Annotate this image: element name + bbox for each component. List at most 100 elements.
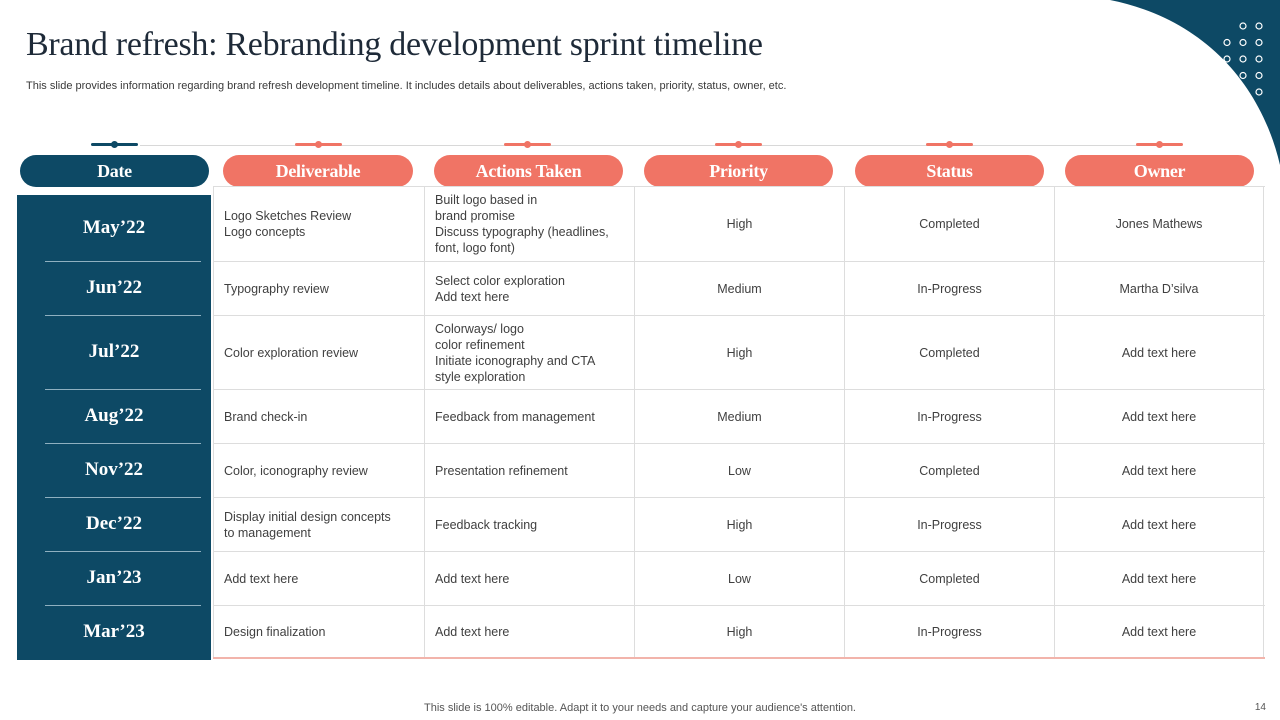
priority-cell: High: [634, 498, 844, 551]
actions-cell-line: color refinement: [435, 337, 525, 352]
status-cell: In-Progress: [844, 390, 1054, 443]
owner-cell: Add text here: [1054, 552, 1264, 605]
date-cell: Aug’22: [84, 405, 144, 426]
header-tick-status: [926, 141, 973, 148]
date-separator: [45, 551, 201, 552]
status-cell-text: In-Progress: [917, 281, 982, 296]
actions-cell: Feedback from management: [424, 390, 634, 443]
header-tick-priority: [715, 141, 762, 148]
date-separator: [45, 605, 201, 606]
header-actions-taken: Actions Taken: [434, 155, 623, 187]
status-cell-text: Completed: [919, 571, 980, 586]
status-cell: Completed: [844, 444, 1054, 497]
date-cell: Jun’22: [86, 277, 142, 298]
priority-cell: Medium: [634, 262, 844, 315]
status-cell: In-Progress: [844, 262, 1054, 315]
date-separator: [45, 261, 201, 262]
status-cell: In-Progress: [844, 606, 1054, 657]
table-row: Add text here Add text here Low Completed Ad…: [213, 551, 1265, 605]
dot-grid-decoration: [1223, 22, 1263, 96]
slide-subtitle: This slide provides information regardin…: [26, 80, 787, 92]
deliverable-cell-line: Color, iconography review: [224, 463, 368, 478]
date-cell: Mar’23: [83, 621, 145, 642]
deliverable-cell: Design finalization: [213, 606, 424, 657]
priority-cell-text: Medium: [717, 409, 762, 424]
priority-cell-text: High: [726, 345, 753, 360]
priority-cell-text: Low: [728, 571, 751, 586]
status-cell-text: Completed: [919, 345, 980, 360]
date-separator: [45, 497, 201, 498]
priority-cell: High: [634, 187, 844, 261]
owner-cell-text: Add text here: [1121, 409, 1197, 424]
page-number: 14: [1254, 702, 1266, 713]
actions-cell: Built logo based in brand promise Discuss …: [424, 187, 634, 261]
priority-cell: High: [634, 606, 844, 657]
actions-cell: Feedback tracking: [424, 498, 634, 551]
priority-cell-text: Low: [728, 463, 751, 478]
priority-cell: High: [634, 316, 844, 389]
actions-cell-line: Initiate iconography and CTA: [435, 353, 596, 368]
deliverable-cell-line: Design finalization: [224, 624, 326, 639]
actions-cell: Select color exploration Add text here: [424, 262, 634, 315]
deliverable-cell-line: Typography review: [224, 281, 329, 296]
actions-cell-line: Add text here: [435, 624, 510, 639]
deliverable-cell-line: Display initial design concepts: [224, 509, 391, 524]
actions-cell-line: font, logo font): [435, 241, 515, 255]
actions-cell: Colorways/ logo color refinement Initiate …: [424, 316, 634, 389]
corner-decoration: [1110, 0, 1280, 165]
actions-cell: Add text here: [424, 606, 634, 657]
table-row: Typography review Select color exploratio…: [213, 261, 1265, 315]
status-cell-text: In-Progress: [917, 409, 982, 424]
actions-cell: Presentation refinement: [424, 444, 634, 497]
owner-cell: Add text here: [1054, 498, 1264, 551]
priority-cell: Low: [634, 552, 844, 605]
deliverable-cell: Logo Sketches Review Logo concepts: [213, 187, 424, 261]
deliverable-cell-line: Logo concepts: [224, 225, 306, 239]
status-cell-text: Completed: [919, 217, 980, 231]
header-connector-line: [140, 145, 1160, 146]
owner-cell-text: Add text here: [1121, 517, 1197, 532]
header-tick-actions: [504, 141, 551, 148]
table-row: Logo Sketches Review Logo concepts Built l…: [213, 186, 1265, 261]
date-cell: Nov’22: [84, 459, 144, 480]
deliverable-cell-line: Logo Sketches Review: [224, 209, 352, 223]
actions-cell-line: Feedback from management: [435, 409, 595, 424]
owner-cell: Add text here: [1054, 444, 1264, 497]
date-cell: Jul’22: [88, 341, 140, 362]
priority-cell-text: Medium: [717, 281, 762, 296]
deliverable-cell: Add text here: [213, 552, 424, 605]
actions-cell-line: Add text here: [435, 289, 510, 304]
header-tick-date: [91, 141, 138, 148]
date-cell: May’22: [82, 217, 146, 238]
deliverable-cell-line: to management: [224, 525, 311, 540]
status-cell-text: In-Progress: [917, 517, 982, 532]
owner-cell: Add text here: [1054, 390, 1264, 443]
status-cell-text: In-Progress: [917, 624, 982, 639]
priority-cell: Low: [634, 444, 844, 497]
status-cell-text: Completed: [919, 463, 980, 478]
date-cell: Dec’22: [86, 513, 142, 534]
header-priority: Priority: [644, 155, 833, 187]
owner-cell-text: Add text here: [1121, 345, 1197, 360]
owner-cell: Add text here: [1054, 606, 1264, 657]
date-column: May’22 Jun’22 Jul’22 Aug’22 Nov’22 Dec’22 Jan’…: [17, 195, 211, 660]
deliverable-cell-line: Add text here: [224, 571, 299, 586]
owner-cell-text: Jones Mathews: [1115, 217, 1203, 231]
date-cell: Jan’23: [86, 567, 142, 588]
header-deliverable: Deliverable: [223, 155, 413, 187]
slide-title: Brand refresh: Rebranding development sp…: [26, 26, 763, 63]
actions-cell-line: Feedback tracking: [435, 517, 538, 532]
deliverable-cell: Color, iconography review: [213, 444, 424, 497]
table-row: Display initial design concepts to manage…: [213, 497, 1265, 551]
priority-cell-text: High: [726, 517, 753, 532]
owner-cell: Martha D’silva: [1054, 262, 1264, 315]
owner-cell: Jones Mathews: [1054, 187, 1264, 261]
owner-cell-text: Add text here: [1121, 624, 1197, 639]
status-cell: Completed: [844, 316, 1054, 389]
status-cell: Completed: [844, 552, 1054, 605]
owner-cell: Add text here: [1054, 316, 1264, 389]
timeline-table: Logo Sketches Review Logo concepts Built l…: [213, 186, 1265, 661]
table-row: Color, iconography review Presentation re…: [213, 443, 1265, 497]
header-status: Status: [855, 155, 1044, 187]
actions-cell-line: style exploration: [435, 369, 526, 384]
